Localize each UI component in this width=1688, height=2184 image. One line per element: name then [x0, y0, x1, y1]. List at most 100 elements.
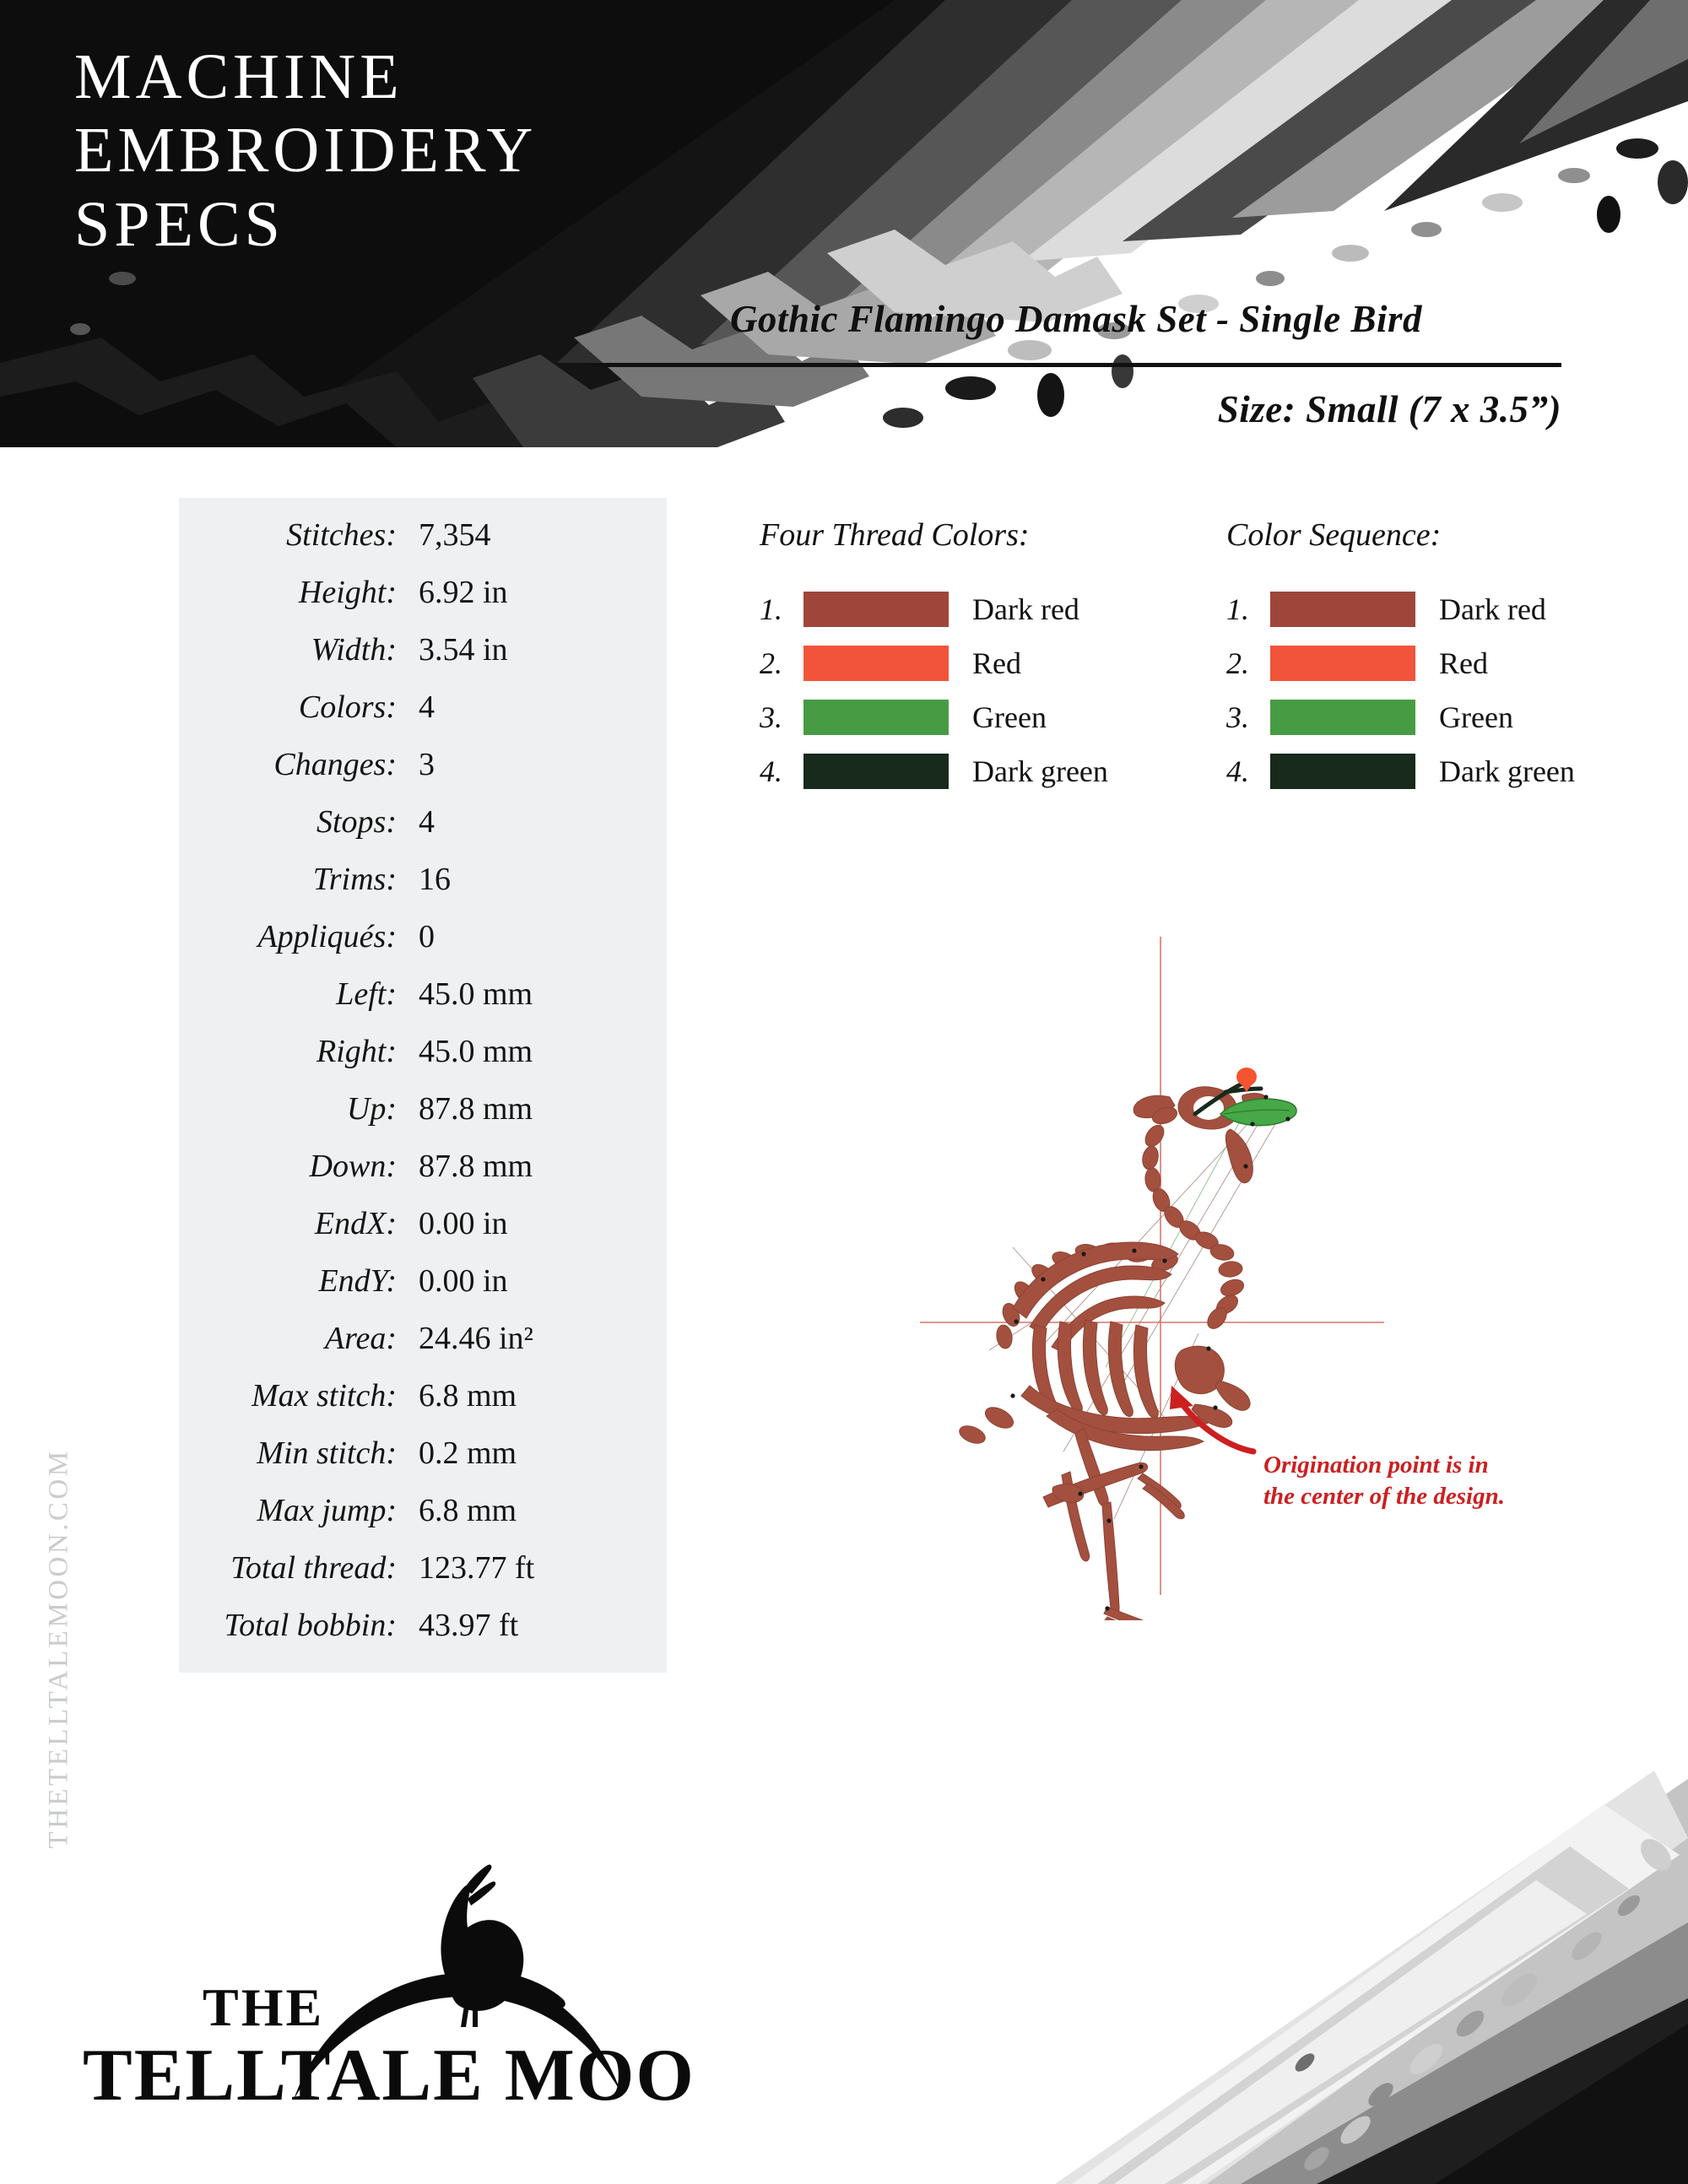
spec-row: Up: 87.8 mm	[179, 1090, 667, 1148]
thread-color-swatch	[803, 754, 949, 789]
spec-value: 123.77 ft	[419, 1550, 535, 1586]
thread-color-name: Green	[972, 700, 1047, 734]
spec-label: Trims:	[312, 862, 397, 897]
sequence-color-swatch	[1270, 646, 1415, 681]
design-title-block: Gothic Flamingo Damask Set - Single Bird…	[591, 297, 1561, 431]
spec-value: 45.0 mm	[419, 976, 533, 1012]
page-title: MACHINE EMBROIDERY SPECS	[74, 41, 538, 260]
color-sequence-row: 2. Red	[1226, 636, 1620, 690]
title-divider	[591, 363, 1561, 367]
thread-color-index: 4.	[760, 754, 782, 788]
spec-label: EndX:	[314, 1206, 397, 1241]
sequence-color-name: Red	[1439, 646, 1488, 680]
sequence-color-swatch	[1270, 592, 1415, 627]
spec-label: Area:	[324, 1321, 397, 1356]
spec-row: Stitches: 7,354	[179, 516, 667, 574]
color-sequence-heading: Color Sequence:	[1226, 517, 1442, 553]
spec-value: 3	[419, 747, 435, 782]
spec-row: Area: 24.46 in²	[179, 1320, 667, 1377]
brand-line-1: THE	[203, 1977, 324, 2037]
spec-label: Width:	[311, 632, 397, 668]
spec-value: 45.0 mm	[419, 1034, 533, 1069]
color-sequence-row: 4. Dark green	[1226, 744, 1620, 798]
spec-value: 6.8 mm	[419, 1378, 517, 1414]
sequence-index: 1.	[1226, 592, 1249, 626]
flower-bud-icon	[1236, 1068, 1257, 1086]
spec-value: 43.97 ft	[419, 1608, 519, 1643]
spec-row: EndY: 0.00 in	[179, 1262, 667, 1320]
thread-color-swatch	[803, 592, 949, 627]
spec-value: 7,354	[419, 517, 491, 553]
spec-label: Stitches:	[286, 517, 397, 553]
spec-value: 0.2 mm	[419, 1435, 517, 1471]
spec-row: Stops: 4	[179, 803, 667, 861]
thread-color-swatch	[803, 646, 949, 681]
sequence-index: 4.	[1226, 754, 1249, 788]
spec-value: 4	[419, 804, 435, 840]
thread-color-index: 2.	[760, 646, 782, 680]
thread-color-swatch	[803, 700, 949, 735]
sequence-color-name: Dark red	[1439, 592, 1546, 626]
spec-value: 87.8 mm	[419, 1149, 533, 1184]
raven-icon	[441, 1864, 565, 2027]
spec-label: Max jump:	[257, 1493, 397, 1528]
spec-row: EndX: 0.00 in	[179, 1205, 667, 1262]
spec-label: Up:	[346, 1091, 397, 1127]
spec-value: 6.92 in	[419, 575, 508, 610]
spec-row: Right: 45.0 mm	[179, 1033, 667, 1090]
spec-label: Down:	[309, 1149, 397, 1184]
thread-color-row: 3. Green	[760, 690, 1154, 744]
spec-table: Stitches: 7,354 Height: 6.92 in Width: 3.54…	[179, 516, 667, 1664]
thread-color-name: Red	[972, 646, 1021, 680]
spec-panel-background	[179, 498, 667, 1673]
thread-colors-heading: Four Thread Colors:	[760, 517, 1030, 553]
spec-label: Changes:	[273, 747, 397, 782]
color-legend-area: Four Thread Colors: 1. Dark red 2. Red 3…	[760, 516, 1620, 798]
spec-label: Height:	[298, 575, 397, 610]
spec-row: Min stitch: 0.2 mm	[179, 1435, 667, 1492]
thread-colors-column: Four Thread Colors: 1. Dark red 2. Red 3…	[760, 516, 1154, 798]
spec-value: 0.00 in	[419, 1206, 508, 1241]
brand-line-2: TELLTALE MOON	[83, 2035, 692, 2116]
sequence-index: 2.	[1226, 646, 1249, 680]
spec-label: Appliqués:	[257, 919, 397, 954]
spec-label: Colors:	[298, 689, 397, 725]
color-sequence-column: Color Sequence: 1. Dark red 2. Red 3. Gr…	[1226, 516, 1620, 798]
brand-logo: THE TELLTALE MOON	[68, 1846, 692, 2133]
spec-value: 16	[419, 862, 451, 897]
spec-label: Total bobbin:	[224, 1608, 397, 1643]
design-preview	[912, 911, 1435, 1620]
spec-row: Width: 3.54 in	[179, 631, 667, 689]
footer-brush-decoration	[844, 1745, 1688, 2184]
sequence-index: 3.	[1226, 700, 1249, 734]
spec-value: 87.8 mm	[419, 1091, 533, 1127]
spec-value: 0	[419, 919, 435, 954]
spec-label: Stops:	[316, 804, 397, 840]
design-title: Gothic Flamingo Damask Set - Single Bird	[729, 298, 1423, 340]
sequence-color-name: Dark green	[1439, 754, 1575, 788]
spec-row: Colors: 4	[179, 689, 667, 746]
spec-row: Max jump: 6.8 mm	[179, 1492, 667, 1549]
spec-row: Trims: 16	[179, 861, 667, 918]
spec-row: Appliqués: 0	[179, 918, 667, 976]
color-sequence-row: 1. Dark red	[1226, 582, 1620, 636]
spec-row: Down: 87.8 mm	[179, 1148, 667, 1205]
spec-value: 24.46 in²	[419, 1321, 533, 1356]
thread-color-index: 1.	[760, 592, 782, 626]
spec-label: Total thread:	[230, 1550, 397, 1586]
color-sequence-row: 3. Green	[1226, 690, 1620, 744]
spec-row: Total bobbin: 43.97 ft	[179, 1607, 667, 1664]
origination-annotation: Origination point is in the center of th…	[1263, 1451, 1505, 1511]
thread-color-name: Dark red	[972, 592, 1079, 626]
sequence-color-name: Green	[1439, 700, 1513, 734]
spec-label: Right:	[316, 1034, 397, 1069]
spec-label: Left:	[336, 976, 397, 1012]
spec-row: Max stitch: 6.8 mm	[179, 1377, 667, 1435]
spec-label: Max stitch:	[251, 1378, 397, 1414]
spec-value: 0.00 in	[419, 1263, 508, 1299]
thread-color-index: 3.	[760, 700, 782, 734]
thread-color-row: 2. Red	[760, 636, 1154, 690]
design-size: Size: Small (7 x 3.5”)	[1217, 388, 1561, 430]
sequence-color-swatch	[1270, 754, 1415, 789]
thread-color-name: Dark green	[972, 754, 1108, 788]
